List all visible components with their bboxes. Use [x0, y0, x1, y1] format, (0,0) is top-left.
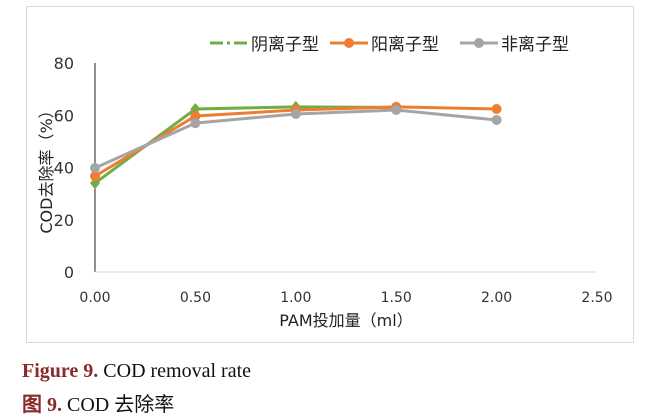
- legend-label: 阳离子型: [371, 35, 439, 55]
- data-point: [190, 111, 201, 122]
- legend-marker: [474, 38, 484, 48]
- x-tick-label: 1.00: [280, 290, 311, 306]
- y-tick-label: 40: [54, 159, 74, 178]
- x-tick-label: 0.50: [180, 290, 211, 306]
- data-point: [190, 118, 201, 129]
- data-point: [391, 105, 402, 116]
- y-tick-label: 60: [54, 106, 74, 125]
- y-tick-label: 0: [64, 263, 74, 282]
- caption-zh-text: COD 去除率: [62, 394, 175, 416]
- legend-marker: [344, 38, 354, 48]
- x-tick-label: 0.00: [79, 290, 110, 306]
- legend-label: 非离子型: [501, 35, 569, 55]
- line-chart: COD去除率（%） PAM投加量（ml） 0 20 40 60 80 0.00 0.50 1.…: [37, 35, 613, 330]
- y-axis-label: COD去除率（%）: [37, 102, 56, 233]
- caption-en-text: COD removal rate: [98, 360, 252, 382]
- caption-en: Figure 9. COD removal rate: [22, 360, 251, 383]
- legend-label: 阴离子型: [251, 35, 319, 55]
- caption-en-label: Figure 9.: [22, 360, 99, 382]
- x-tick-label: 2.50: [581, 290, 612, 306]
- y-tick-label: 20: [54, 211, 74, 230]
- x-tick-label: 2.00: [481, 290, 512, 306]
- data-point: [90, 163, 100, 174]
- data-point: [491, 103, 502, 114]
- data-point: [290, 108, 301, 119]
- data-point: [90, 171, 100, 182]
- y-tick-label: 80: [54, 54, 74, 73]
- x-axis-label: PAM投加量（ml）: [279, 311, 412, 330]
- x-tick-label: 1.50: [381, 290, 412, 306]
- caption-zh-label: 图 9.: [22, 394, 62, 416]
- caption-zh: 图 9. COD 去除率: [22, 388, 174, 417]
- data-point: [491, 114, 502, 125]
- chart-frame: [26, 6, 634, 343]
